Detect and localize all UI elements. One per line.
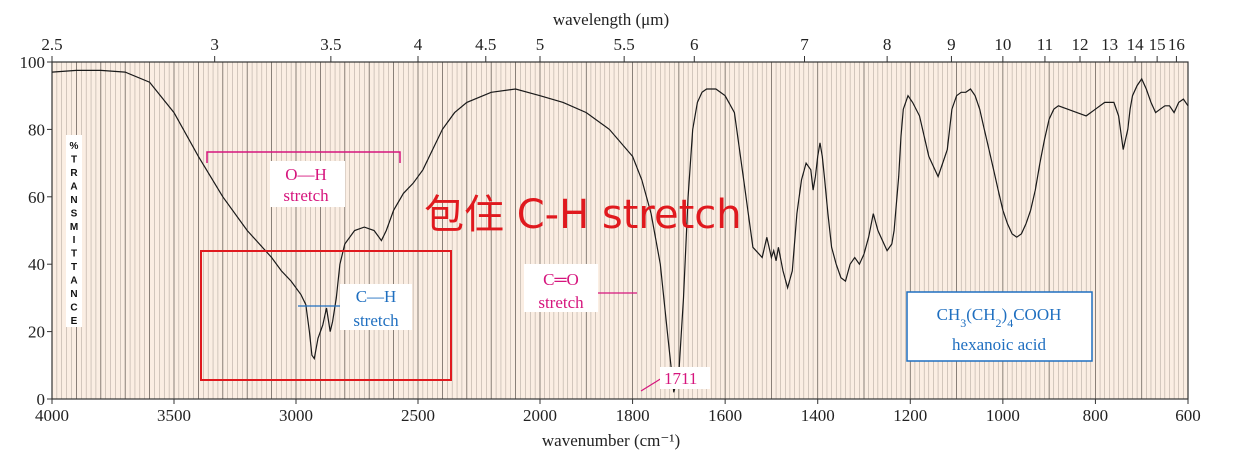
co-label-top: C═O bbox=[543, 270, 579, 289]
compound-box-frame bbox=[906, 291, 1093, 362]
y-axis-label-letter: N bbox=[70, 195, 77, 206]
top-tick-label: 12 bbox=[1072, 35, 1089, 54]
plot-frame bbox=[51, 61, 1189, 400]
oh-stretch-annotation: O—H stretch bbox=[206, 151, 401, 207]
top-axis-title: wavelength (μm) bbox=[553, 10, 669, 29]
bottom-tick-label: 2000 bbox=[523, 406, 557, 425]
peak-1711-leader bbox=[640, 377, 663, 392]
y-axis-ticks: 0 20 40 60 80 100 bbox=[20, 53, 52, 409]
bottom-tick-label: 1800 bbox=[616, 406, 650, 425]
grid-lines bbox=[51, 62, 1189, 399]
y-axis-label-letter: S bbox=[71, 208, 78, 219]
compound-box: CH3(CH2)4COOH hexanoic acid bbox=[906, 291, 1093, 362]
y-tick-label: 40 bbox=[28, 255, 45, 274]
y-axis-label-letter: R bbox=[70, 168, 78, 179]
top-axis-ticks: 2.5 3 3.5 4 4.5 5 5.5 6 7 8 9 10 11 12 13 14 15 16 bbox=[41, 35, 1185, 62]
ch-label-bg bbox=[340, 284, 412, 330]
y-axis-label-letter: A bbox=[70, 276, 77, 287]
top-tick-label: 13 bbox=[1101, 35, 1118, 54]
y-axis-label-letter: A bbox=[70, 181, 77, 192]
ch-stretch-annotation: C—H stretch bbox=[298, 284, 412, 330]
bottom-tick-label: 3000 bbox=[279, 406, 313, 425]
spectrum-curve bbox=[51, 69, 1189, 393]
oh-label-top: O—H bbox=[285, 165, 327, 184]
co-label-bottom: stretch bbox=[538, 293, 584, 312]
y-tick-label: 80 bbox=[28, 120, 45, 139]
ch-highlight-box bbox=[200, 250, 452, 381]
y-axis-label-box bbox=[66, 135, 82, 327]
bottom-tick-label: 4000 bbox=[35, 406, 69, 425]
top-tick-label: 15 bbox=[1149, 35, 1166, 54]
top-tick-label: 10 bbox=[994, 35, 1011, 54]
y-tick-label: 60 bbox=[28, 188, 45, 207]
top-tick-label: 9 bbox=[947, 35, 956, 54]
top-tick-label: 6 bbox=[690, 35, 699, 54]
y-axis-label-letter: E bbox=[71, 316, 78, 327]
oh-stretch-bracket bbox=[206, 151, 401, 163]
y-axis-label-letter: T bbox=[71, 154, 77, 165]
top-tick-label: 2.5 bbox=[41, 35, 62, 54]
bottom-tick-label: 1600 bbox=[708, 406, 742, 425]
y-tick-label: 0 bbox=[37, 390, 46, 409]
bottom-axis-ticks: 4000 3500 3000 2500 2000 1800 1600 1400 1200 1000… bbox=[35, 399, 1201, 425]
y-axis-label-letter: C bbox=[70, 303, 77, 314]
y-axis-label-letter: N bbox=[70, 289, 77, 300]
top-tick-label: 4 bbox=[414, 35, 423, 54]
bottom-tick-label: 600 bbox=[1175, 406, 1201, 425]
y-axis-label-letter: T bbox=[71, 249, 77, 260]
top-tick-label: 7 bbox=[800, 35, 809, 54]
bottom-tick-label: 2500 bbox=[401, 406, 435, 425]
bottom-axis-title: wavenumber (cm⁻¹) bbox=[542, 431, 680, 450]
oh-label-bottom: stretch bbox=[283, 186, 329, 205]
peak-1711-bg bbox=[660, 367, 710, 389]
ch-label-top: C—H bbox=[356, 287, 397, 306]
y-axis-label-letter: T bbox=[71, 262, 77, 273]
y-axis-label-letter: I bbox=[73, 235, 76, 246]
top-tick-label: 11 bbox=[1037, 35, 1053, 54]
top-tick-label: 4.5 bbox=[475, 35, 496, 54]
y-tick-label: 20 bbox=[28, 323, 45, 342]
compound-formula: CH3(CH2)4COOH bbox=[937, 305, 1062, 330]
y-tick-label: 100 bbox=[20, 53, 46, 72]
oh-label-bg bbox=[270, 161, 345, 207]
handwritten-note: 包住 C-H stretch bbox=[424, 192, 742, 238]
top-tick-label: 5.5 bbox=[614, 35, 635, 54]
bottom-tick-label: 1400 bbox=[801, 406, 835, 425]
top-tick-label: 5 bbox=[536, 35, 545, 54]
top-tick-label: 16 bbox=[1168, 35, 1185, 54]
peak-1711-label: 1711 bbox=[664, 369, 697, 388]
top-tick-label: 3.5 bbox=[320, 35, 341, 54]
y-axis-label-letter: % bbox=[70, 141, 79, 152]
top-tick-label: 3 bbox=[210, 35, 219, 54]
bottom-tick-label: 1200 bbox=[893, 406, 927, 425]
co-label-bg bbox=[524, 264, 598, 312]
ch-label-bottom: stretch bbox=[353, 311, 399, 330]
bottom-tick-label: 800 bbox=[1083, 406, 1109, 425]
top-tick-label: 14 bbox=[1127, 35, 1145, 54]
compound-name: hexanoic acid bbox=[952, 335, 1046, 354]
co-stretch-annotation: C═O stretch bbox=[524, 264, 637, 312]
bottom-tick-label: 1000 bbox=[986, 406, 1020, 425]
top-tick-label: 8 bbox=[883, 35, 892, 54]
bottom-tick-label: 3500 bbox=[157, 406, 191, 425]
peak-1711-annotation: 1711 bbox=[640, 367, 710, 392]
y-axis-label-letter: M bbox=[70, 222, 78, 233]
